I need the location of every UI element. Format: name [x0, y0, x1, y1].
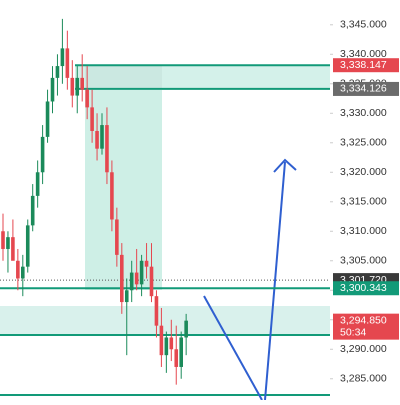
y-tick-label: 3,310.000 [340, 225, 387, 237]
price-label: 3,300.343 [340, 282, 387, 294]
candle-body [45, 101, 50, 137]
arrow [203, 295, 263, 401]
y-tick-label: 3,330.000 [340, 107, 387, 119]
candle-body [105, 125, 109, 173]
y-tick-label: 3,340.000 [340, 48, 387, 60]
candle-body [30, 195, 35, 226]
candle-body [164, 337, 169, 356]
candle-body [120, 254, 124, 303]
countdown: 50:34 [340, 326, 366, 338]
candle-body [174, 349, 179, 367]
candle-body [115, 219, 119, 255]
candle-body [134, 272, 139, 285]
y-tick-label: 3,320.000 [340, 166, 387, 178]
price-badge [333, 281, 399, 296]
candle-body [80, 77, 84, 90]
candle-body [179, 337, 183, 367]
candle-body [1, 231, 5, 249]
candle-body [55, 66, 60, 78]
candle-body [50, 77, 55, 102]
candle-body [21, 266, 25, 279]
candle-body [169, 337, 174, 350]
y-tick-label: 3,305.000 [340, 255, 387, 267]
candle-body [75, 77, 80, 96]
candle-body [124, 290, 129, 303]
support-zone [0, 306, 330, 335]
arrow-head [273, 158, 297, 173]
y-tick-label: 3,315.000 [340, 196, 387, 208]
candle-body [100, 125, 104, 149]
candle-body [6, 237, 10, 249]
resistance-zone [75, 65, 330, 89]
price-badge [333, 58, 399, 73]
price-label: 3,294.850 [340, 314, 387, 326]
candle-body [149, 266, 154, 297]
price-badge [333, 313, 399, 340]
candle-body [154, 296, 159, 326]
arrow [264, 161, 286, 401]
candle-body [139, 260, 144, 285]
candle-body [110, 172, 114, 220]
candle-body [16, 260, 20, 279]
candle-body [90, 107, 94, 131]
candle-body [129, 272, 134, 291]
candle-body [144, 260, 149, 267]
price-label: 3,334.126 [340, 83, 387, 95]
y-tick-label: 3,285.000 [340, 373, 387, 385]
candle-body [40, 136, 45, 173]
candle-body [159, 325, 164, 356]
candle-body [184, 320, 188, 338]
candle-body [25, 225, 30, 267]
price-badge [333, 81, 399, 96]
y-tick-label: 3,290.000 [340, 343, 387, 355]
candle-body [65, 48, 70, 78]
candle-body [11, 237, 15, 261]
price-label: 3,338.147 [340, 59, 387, 71]
candle-body [70, 77, 75, 96]
candle-body [35, 172, 40, 196]
y-tick-label: 3,345.000 [340, 19, 387, 31]
candle-body [95, 130, 99, 149]
candle-body [85, 89, 89, 108]
y-tick-label: 3,325.000 [340, 137, 387, 149]
candle-body [60, 48, 65, 67]
